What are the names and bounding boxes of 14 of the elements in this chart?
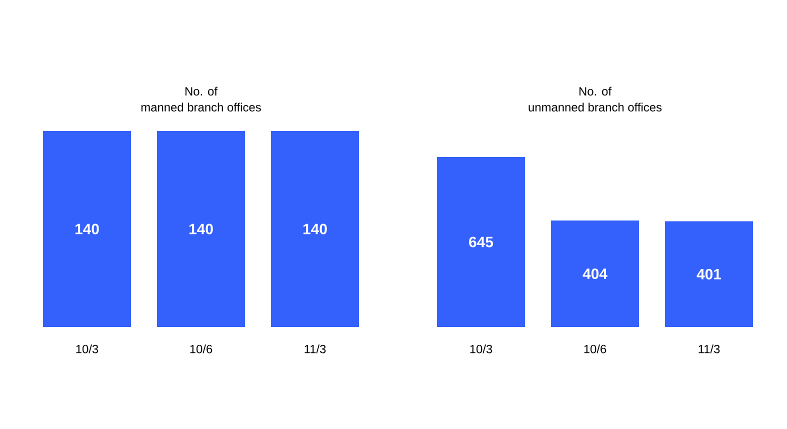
x-tick-label: 10/3	[76, 344, 98, 354]
x-tick-label: 10/6	[584, 344, 606, 354]
data-label: 140	[189, 224, 213, 234]
data-label: 401	[696, 268, 722, 280]
x-tick-label: 10/6	[190, 344, 212, 354]
data-label: 140	[75, 224, 99, 234]
chart-title: No. of unmanned branch offices	[528, 86, 662, 112]
data-label: 645	[469, 236, 494, 248]
x-tick-label: 11/3	[304, 344, 326, 354]
chart-title: No. of manned branch offices	[141, 86, 261, 112]
x-tick-label: 11/3	[698, 344, 720, 354]
x-tick-label: 10/3	[470, 344, 492, 354]
data-label: 140	[303, 224, 327, 234]
data-label: 404	[582, 268, 608, 280]
